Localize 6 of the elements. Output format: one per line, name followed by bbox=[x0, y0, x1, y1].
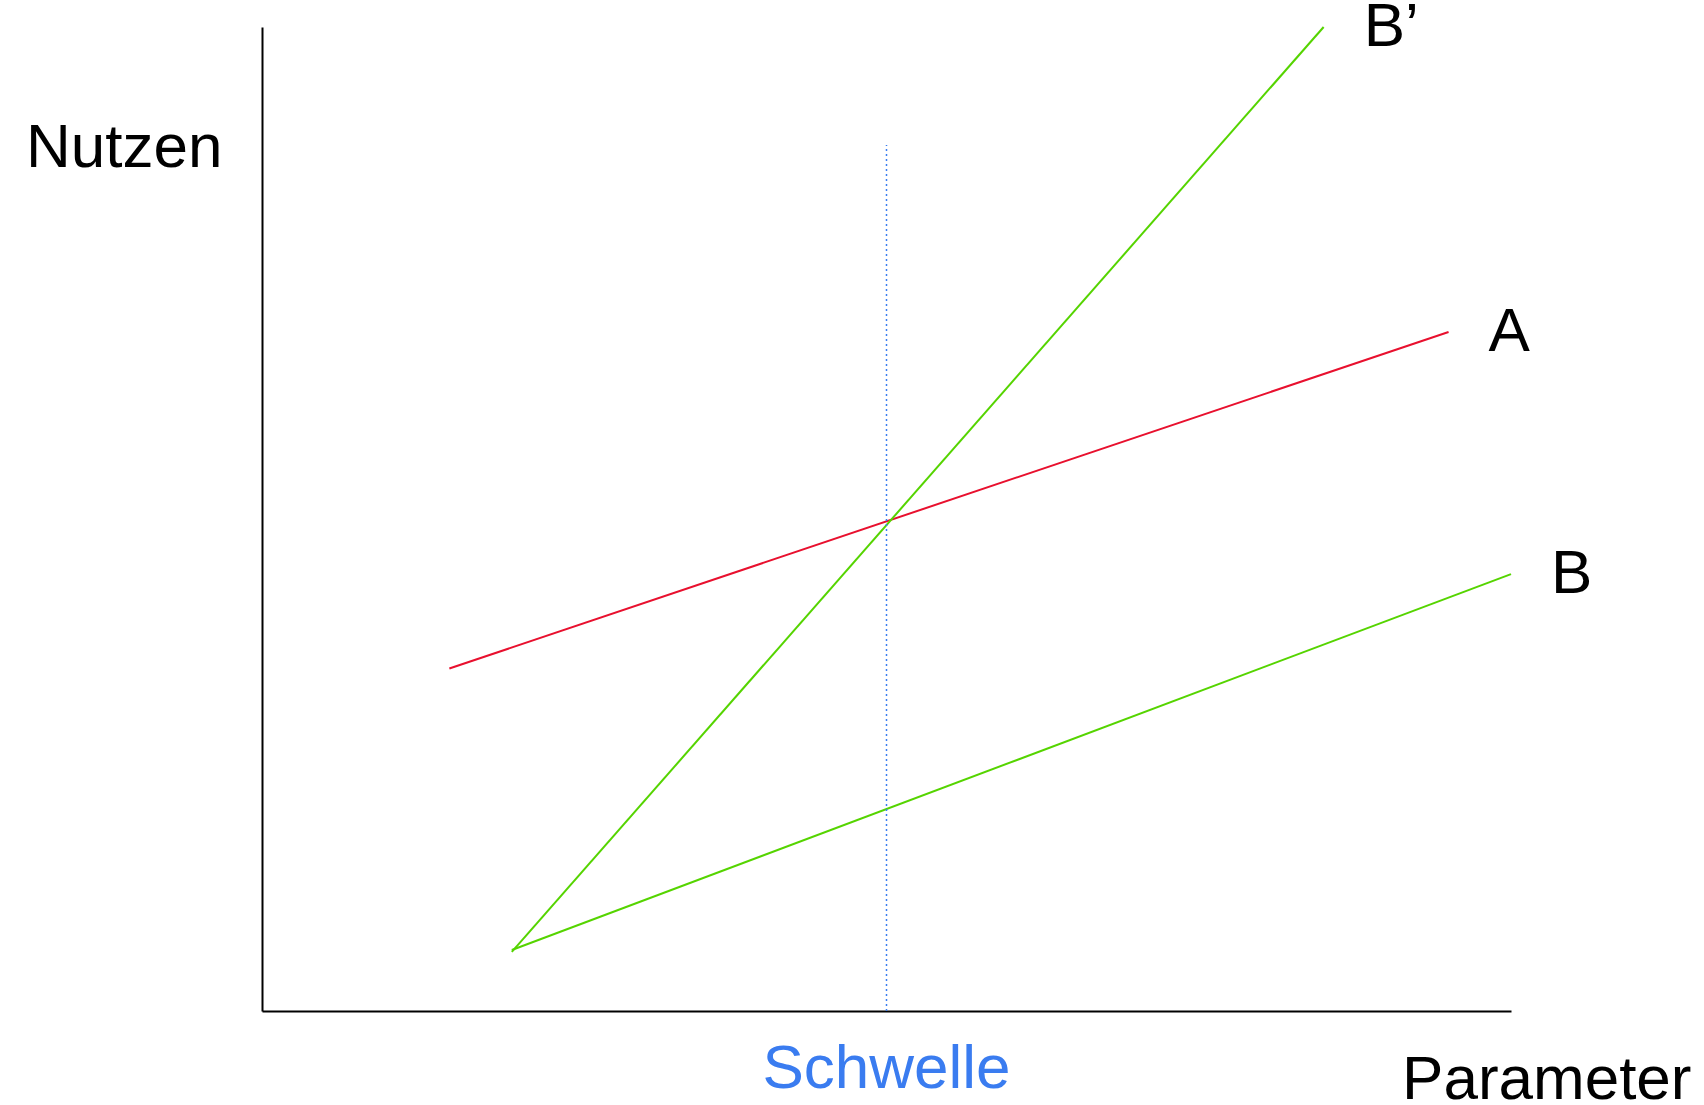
y-axis-title: Nutzen bbox=[26, 110, 223, 180]
x-axis-title: Parameter bbox=[1402, 1042, 1692, 1105]
series-label: A bbox=[1488, 295, 1531, 365]
series-label: B’ bbox=[1363, 0, 1419, 59]
text: Schwelle bbox=[762, 1032, 1011, 1101]
series-label: B bbox=[1551, 537, 1593, 607]
